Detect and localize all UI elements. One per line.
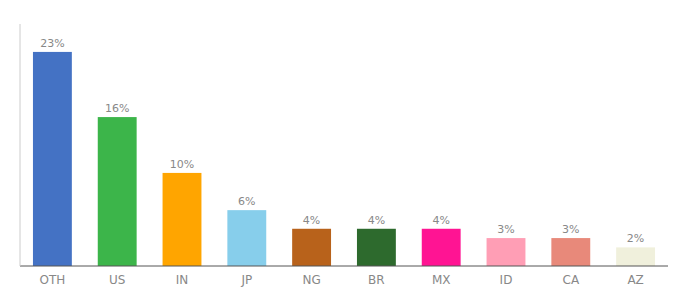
bar bbox=[227, 210, 266, 266]
x-tick-label: MX bbox=[432, 273, 451, 287]
data-label: 3% bbox=[562, 223, 579, 236]
chart-svg: OTH US IN JP NG BR MX ID CA AZ 23% 16% 10% 6% 4% 4% 4% 3%… bbox=[0, 0, 680, 300]
data-label: 3% bbox=[497, 223, 514, 236]
data-label: 4% bbox=[432, 214, 449, 227]
data-label: 4% bbox=[303, 214, 320, 227]
bar bbox=[292, 229, 331, 266]
data-label: 6% bbox=[238, 195, 255, 208]
bar bbox=[551, 238, 590, 266]
data-label: 2% bbox=[627, 232, 644, 245]
x-tick-label: AZ bbox=[627, 273, 643, 287]
data-label: 23% bbox=[40, 37, 64, 50]
x-tick-label: CA bbox=[563, 273, 580, 287]
x-tick-label: JP bbox=[240, 273, 252, 287]
x-tick-label: ID bbox=[500, 273, 513, 287]
bar bbox=[422, 229, 461, 266]
bar bbox=[33, 52, 72, 266]
x-axis-line bbox=[20, 266, 668, 267]
bar bbox=[357, 229, 396, 266]
x-tick-label: IN bbox=[176, 273, 189, 287]
chart-container: OTH US IN JP NG BR MX ID CA AZ 23% 16% 10% 6% 4% 4% 4% 3%… bbox=[0, 0, 680, 300]
bar bbox=[616, 247, 655, 266]
x-tick-label: BR bbox=[368, 273, 385, 287]
bar bbox=[98, 117, 137, 266]
x-tick-label: US bbox=[109, 273, 125, 287]
x-tick-label: NG bbox=[302, 273, 320, 287]
data-label: 16% bbox=[105, 102, 129, 115]
y-axis-line bbox=[20, 24, 21, 266]
bars bbox=[33, 52, 655, 266]
bar bbox=[487, 238, 526, 266]
data-label: 10% bbox=[170, 158, 194, 171]
data-label: 4% bbox=[368, 214, 385, 227]
x-tick-label: OTH bbox=[39, 273, 65, 287]
bar bbox=[163, 173, 202, 266]
